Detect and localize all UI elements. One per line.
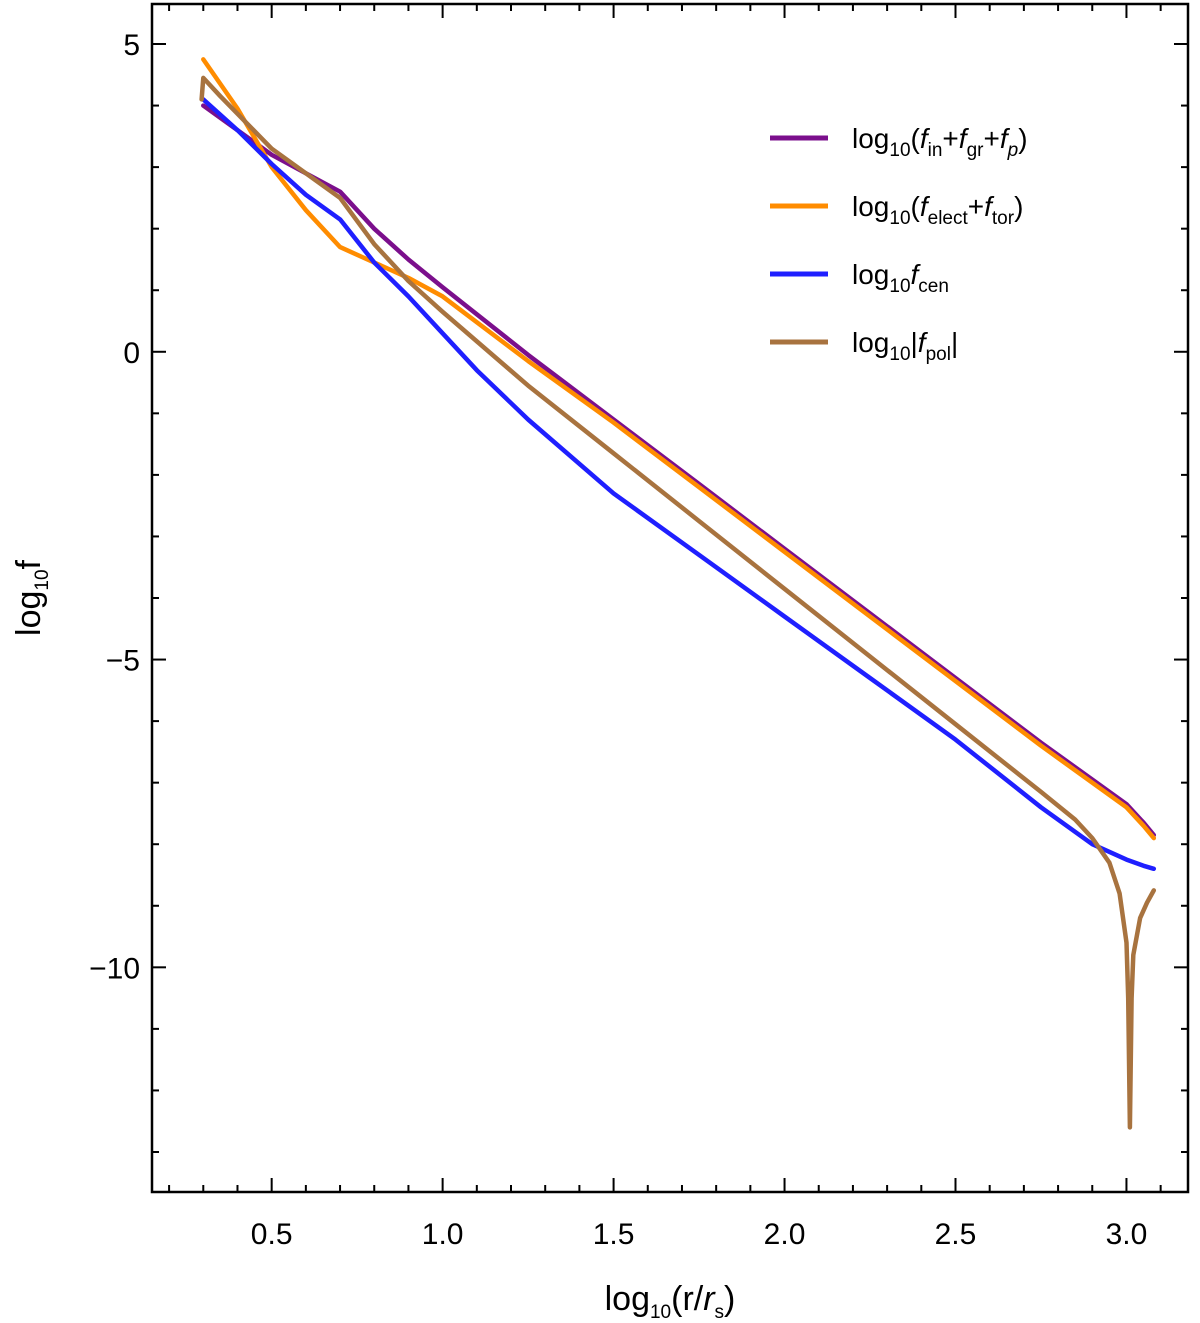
y-axis-label: log10f [10,559,53,636]
series-layer [199,57,1157,1130]
legend-entry-sum_inertial: log10(fin+fgr+fp) [770,123,1028,161]
legend-entry-elect_tor: log10(felect+ftor) [770,191,1023,229]
ticks-layer [152,4,1188,1192]
y-tick-label: −5 [106,645,140,678]
legend-label: log10(fin+fgr+fp) [852,123,1028,161]
y-tick-label: 0 [123,337,140,370]
series-line-poloidal [199,75,1157,1130]
series-line-elect_tor [201,57,1157,841]
series-line-centrifugal [201,97,1157,872]
legend: log10(fin+fgr+fp) log10(felect+ftor) log10… [770,123,1028,365]
x-axis-label: log10(r/rs) [605,1280,736,1323]
x-tick-label: 3.0 [1106,1218,1148,1251]
legend-label: log10(felect+ftor) [852,191,1023,229]
x-tick-label: 2.5 [935,1218,977,1251]
y-tick-label: −10 [89,952,140,985]
legend-entry-poloidal: log10|fpol| [770,327,958,365]
legend-label: log10|fpol| [852,327,958,365]
legend-entry-centrifugal: log10fcen [770,259,949,297]
plot-frame [150,2,1190,1194]
x-tick-label: 0.5 [251,1218,293,1251]
tick-labels: 0.5 1.0 1.5 2.0 2.5 3.0 5 0 −5 −10 [89,29,1147,1251]
x-tick-label: 2.0 [764,1218,806,1251]
x-tick-label: 1.5 [593,1218,635,1251]
x-tick-label: 1.0 [422,1218,464,1251]
legend-label: log10fcen [852,259,949,297]
y-tick-label: 5 [123,29,140,62]
